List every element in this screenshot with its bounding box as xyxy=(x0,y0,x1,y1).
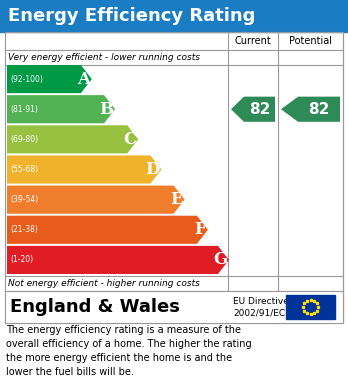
Text: 82: 82 xyxy=(249,102,270,117)
Text: England & Wales: England & Wales xyxy=(10,298,180,316)
Text: Potential: Potential xyxy=(289,36,332,46)
Text: Energy Efficiency Rating: Energy Efficiency Rating xyxy=(8,7,255,25)
Text: A: A xyxy=(77,70,90,88)
Polygon shape xyxy=(281,97,340,122)
Bar xyxy=(5,32,343,323)
Text: EU Directive
2002/91/EC: EU Directive 2002/91/EC xyxy=(233,297,289,317)
Text: D: D xyxy=(145,161,159,178)
Text: C: C xyxy=(123,131,136,148)
Polygon shape xyxy=(231,97,275,122)
Text: 82: 82 xyxy=(308,102,330,117)
Polygon shape xyxy=(7,216,208,244)
Text: (81-91): (81-91) xyxy=(10,105,38,114)
Text: F: F xyxy=(194,221,206,238)
Polygon shape xyxy=(7,95,115,123)
Polygon shape xyxy=(7,65,92,93)
Text: (55-68): (55-68) xyxy=(10,165,38,174)
Text: E: E xyxy=(170,191,183,208)
Text: Not energy efficient - higher running costs: Not energy efficient - higher running co… xyxy=(8,279,200,288)
Text: The energy efficiency rating is a measure of the
overall efficiency of a home. T: The energy efficiency rating is a measur… xyxy=(6,325,252,377)
Text: (21-38): (21-38) xyxy=(10,225,38,234)
Text: Current: Current xyxy=(235,36,271,46)
Bar xyxy=(286,295,335,319)
Polygon shape xyxy=(7,125,138,153)
Bar xyxy=(5,291,343,323)
Text: (69-80): (69-80) xyxy=(10,135,38,144)
Text: (1-20): (1-20) xyxy=(10,255,33,264)
Text: G: G xyxy=(213,251,227,269)
Bar xyxy=(0,0,348,32)
Text: (92-100): (92-100) xyxy=(10,75,43,84)
Polygon shape xyxy=(7,186,185,214)
Text: (39-54): (39-54) xyxy=(10,195,38,204)
Polygon shape xyxy=(7,246,229,274)
Polygon shape xyxy=(7,156,161,183)
Text: B: B xyxy=(99,101,113,118)
Text: Very energy efficient - lower running costs: Very energy efficient - lower running co… xyxy=(8,53,200,62)
